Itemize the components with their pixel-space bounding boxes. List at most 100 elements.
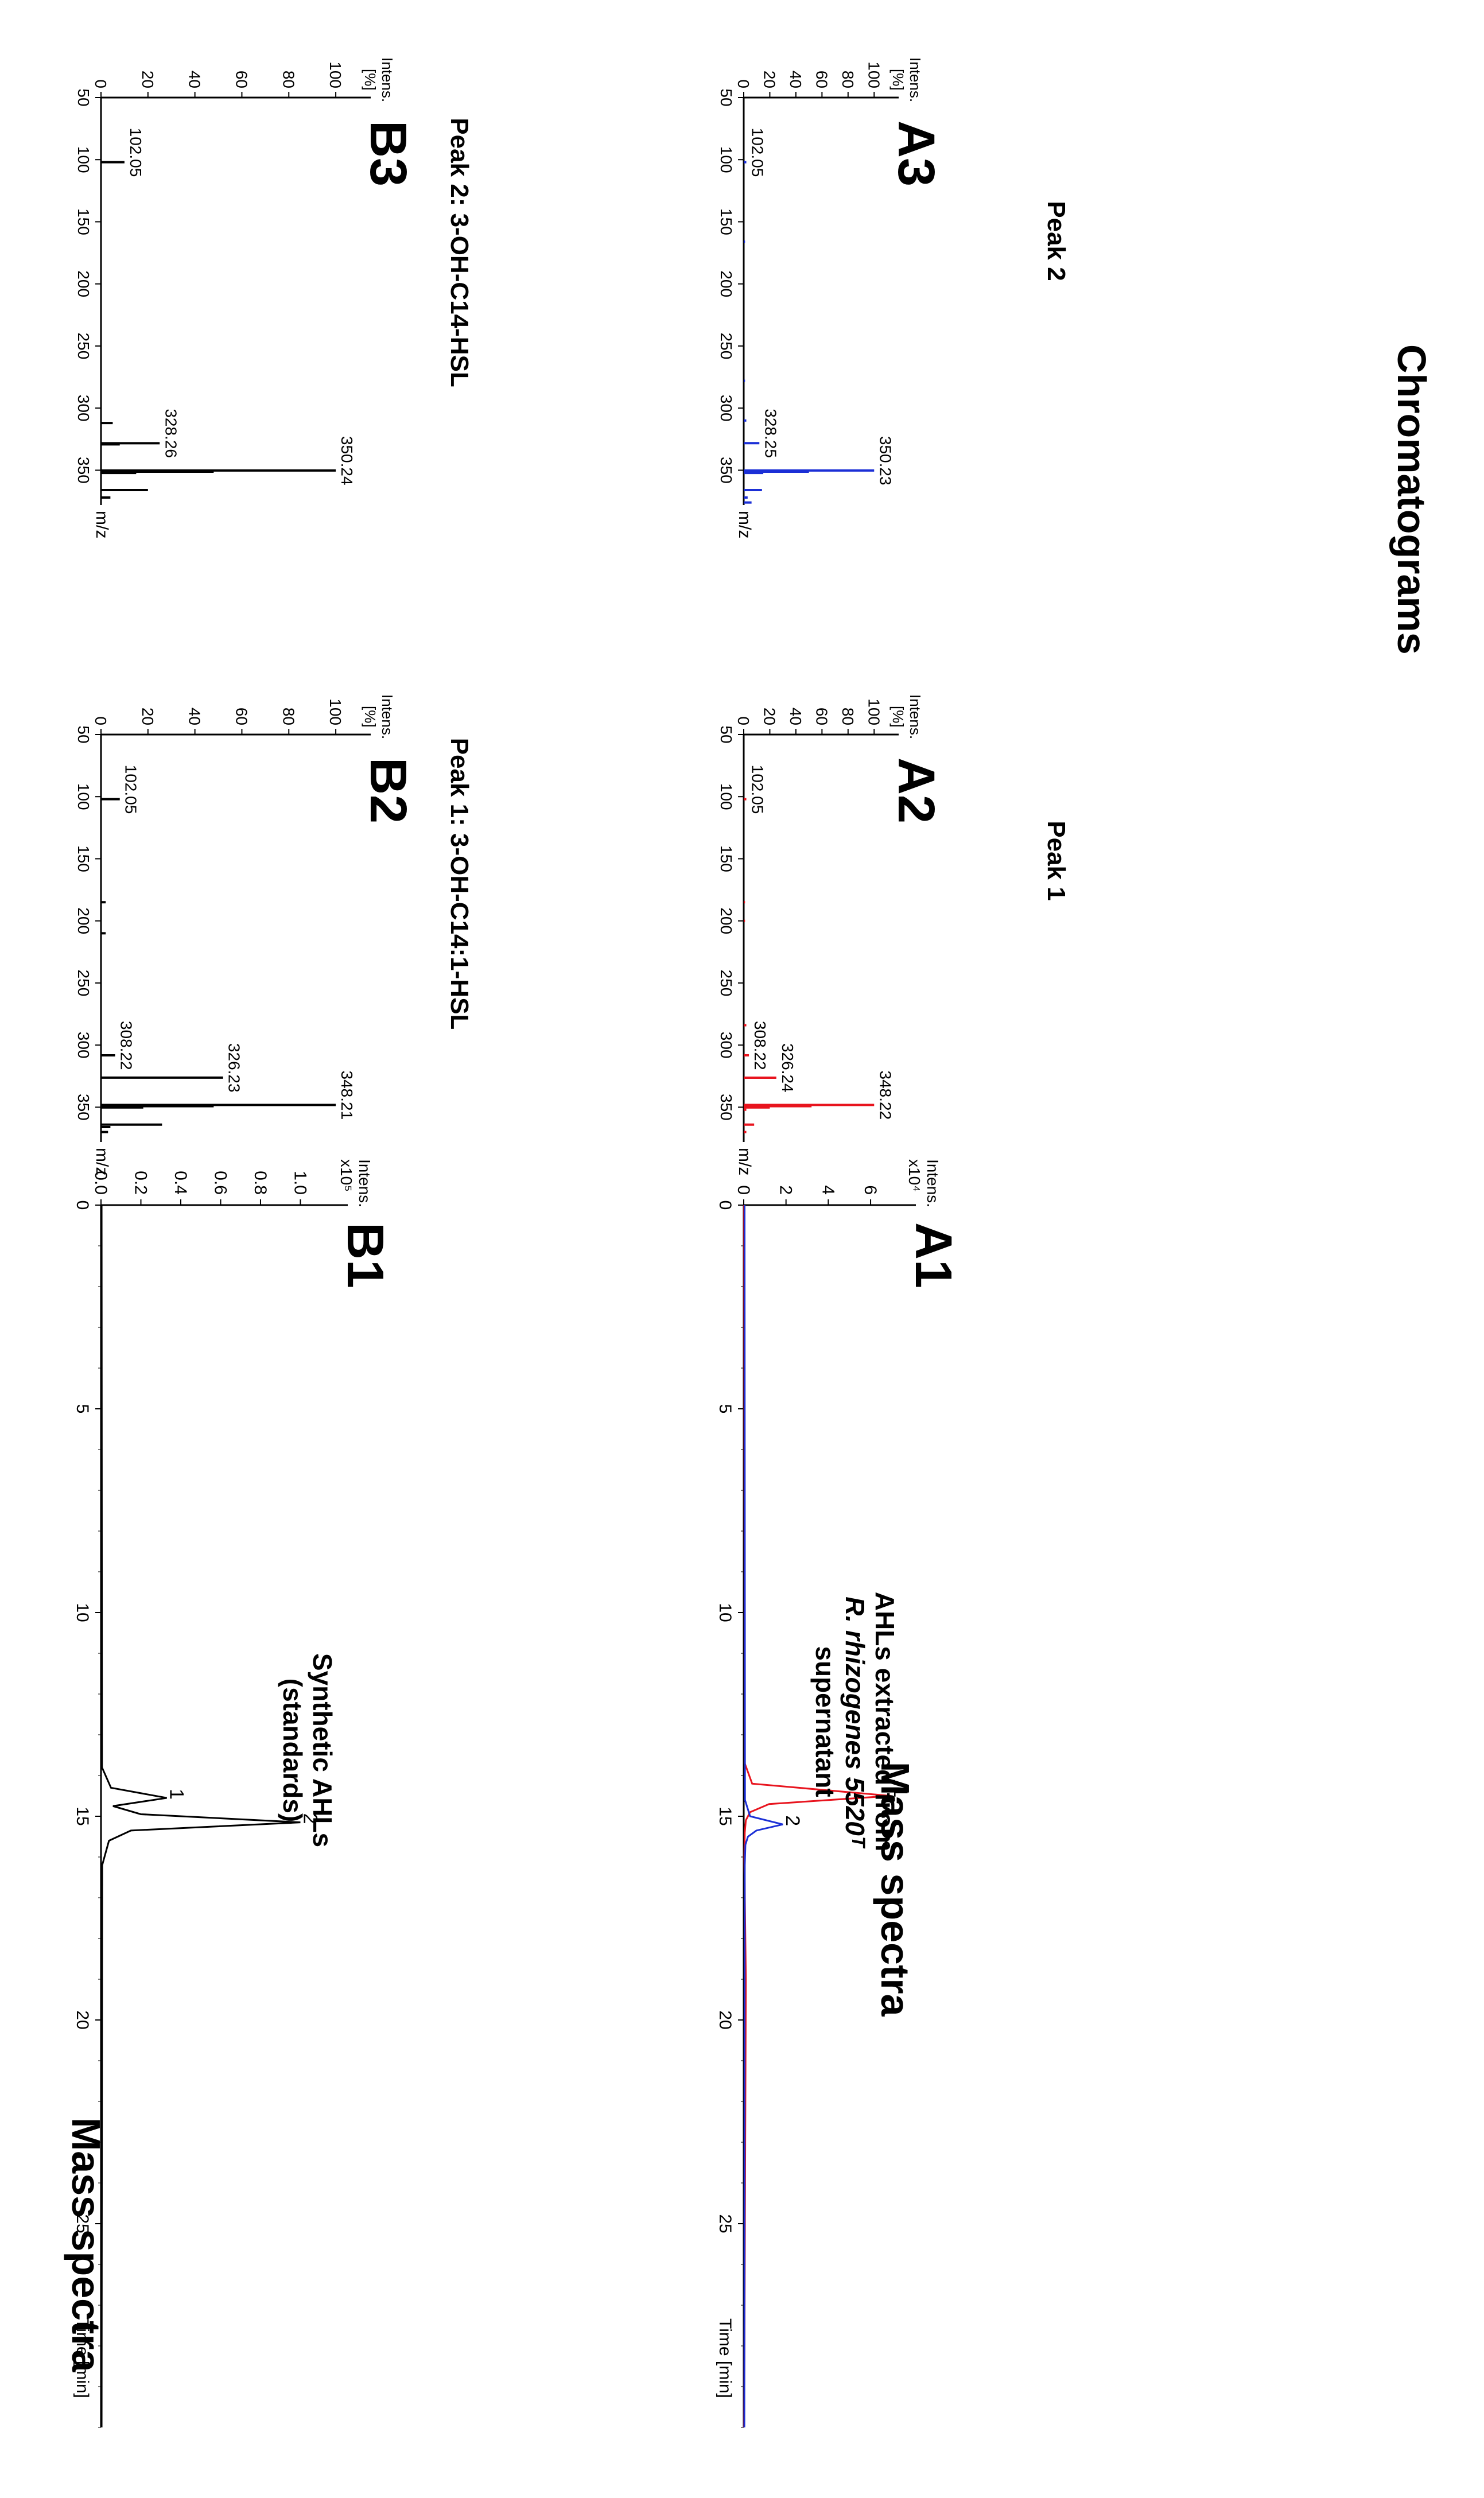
- panel-label: B3: [359, 121, 417, 187]
- x-tick-label: 300: [75, 395, 92, 422]
- x-tick-label: 200: [717, 907, 735, 934]
- peak-mz-label: 326.24: [779, 1043, 797, 1093]
- x-tick-label: 250: [75, 333, 92, 360]
- peak-mz-label: 350.24: [338, 436, 356, 485]
- x-tick-label: 50: [75, 725, 92, 743]
- x-tick-label: 150: [75, 845, 92, 872]
- y-tick-label: 0: [735, 716, 752, 725]
- y-axis-unit: [%]: [362, 706, 379, 728]
- x-tick-label: 100: [717, 146, 735, 173]
- chart-a2: 0 20 40 60 80 100 50 100 150 200 250 300 350 Intens.[…: [717, 694, 1070, 1175]
- x-tick-label: 350: [75, 1094, 92, 1121]
- y-tick-label: 80: [839, 71, 857, 88]
- annotation: Peak 2: [1042, 201, 1070, 281]
- x-tick-label: 100: [75, 146, 92, 173]
- annotation-line: Synthetic AHLs: [308, 1653, 337, 1847]
- annotation-line: R. rhizogenes 5520ᵀ: [840, 1596, 870, 1849]
- x-tick-label: 350: [717, 457, 735, 484]
- y-tick-label: 4: [818, 1185, 837, 1195]
- x-tick-label: 300: [717, 395, 735, 422]
- y-tick-label: 0.8: [251, 1171, 270, 1195]
- y-tick-label: 0.6: [211, 1171, 230, 1195]
- y-axis-title: Intens.: [907, 57, 924, 102]
- y-tick-label: 100: [865, 698, 883, 725]
- chromatogram-trace: [100, 1205, 301, 2428]
- y-tick-label: 20: [139, 71, 157, 88]
- y-axis-unit: x10⁵: [337, 1159, 355, 1192]
- peak-mz-label: 348.21: [338, 1071, 356, 1120]
- x-tick-label: 25: [73, 2214, 92, 2233]
- x-axis-title: m/z: [735, 511, 754, 538]
- x-axis-title: m/z: [92, 1148, 111, 1175]
- y-axis-title: Intens.: [379, 57, 396, 102]
- heading-mass-spectra-a: Mass spectra: [873, 1762, 918, 2017]
- x-tick-label: 300: [717, 1032, 735, 1059]
- peak-mz-label: 328.26: [162, 409, 180, 458]
- peak-mz-label: 348.22: [876, 1071, 894, 1120]
- annotation: Peak 1: 3-OH-C14:1-HSL: [445, 738, 473, 1030]
- y-tick-label: 20: [760, 708, 778, 725]
- panel-label: B2: [359, 757, 417, 823]
- y-tick-label: 60: [232, 708, 250, 725]
- x-tick-label: 10: [716, 1603, 735, 1622]
- x-tick-label: 15: [73, 1807, 92, 1825]
- x-tick-label: 200: [75, 270, 92, 297]
- y-tick-label: 60: [232, 71, 250, 88]
- y-tick-label: 20: [139, 708, 157, 725]
- x-tick-label: 0: [73, 1201, 92, 1210]
- x-tick-label: 150: [717, 208, 735, 235]
- panel-label: A2: [887, 757, 945, 823]
- peak-number-label: 1: [166, 1789, 188, 1800]
- y-tick-label: 0.0: [91, 1171, 110, 1195]
- chromatogram-trace: [743, 1205, 783, 2428]
- y-axis-unit: [%]: [889, 706, 907, 728]
- y-tick-label: 60: [813, 71, 830, 88]
- x-tick-label: 350: [717, 1094, 735, 1121]
- x-tick-label: 100: [75, 783, 92, 810]
- peak-mz-label: 102.05: [749, 765, 767, 814]
- chart-a1: 0 2 4 6 0 5 10 15 20 25 Intens.x10⁴ Time [min] 1 2 A1 A…: [716, 1159, 962, 2428]
- x-tick-label: 15: [716, 1807, 735, 1825]
- y-tick-label: 0: [734, 1185, 753, 1195]
- panel-label: A1: [904, 1222, 962, 1288]
- y-tick-label: 100: [327, 698, 344, 725]
- peak-mz-label: 350.23: [876, 436, 894, 485]
- annotation: Peak 2: 3-OH-C14-HSL: [445, 118, 473, 387]
- peak-mz-label: 326.23: [226, 1043, 243, 1093]
- y-axis-unit: [%]: [889, 69, 907, 91]
- annotation: Peak 1: [1042, 821, 1070, 900]
- y-axis-title: Intens.: [907, 694, 924, 739]
- panel-label: B1: [336, 1222, 394, 1288]
- peak-mz-label: 102.05: [749, 128, 767, 177]
- peak-mz-label: 308.22: [751, 1021, 769, 1070]
- y-axis-unit: x10⁴: [906, 1159, 923, 1192]
- x-tick-label: 50: [717, 725, 735, 743]
- x-tick-label: 100: [717, 783, 735, 810]
- x-tick-label: 150: [717, 845, 735, 872]
- y-tick-label: 100: [865, 61, 883, 88]
- panel-label: A3: [887, 121, 945, 187]
- y-tick-label: 40: [787, 71, 805, 88]
- peak-mz-label: 102.05: [127, 128, 145, 177]
- y-tick-label: 80: [279, 71, 297, 88]
- y-tick-label: 0.2: [131, 1171, 150, 1195]
- x-tick-label: 250: [75, 970, 92, 997]
- x-tick-label: 10: [73, 1603, 92, 1622]
- y-tick-label: 40: [186, 71, 204, 88]
- x-tick-label: 20: [73, 2010, 92, 2029]
- y-tick-label: 6: [861, 1185, 880, 1195]
- y-tick-label: 40: [186, 708, 204, 725]
- y-tick-label: 80: [279, 708, 297, 725]
- x-tick-label: 300: [75, 1032, 92, 1059]
- y-tick-label: 60: [813, 708, 830, 725]
- x-tick-label: 150: [75, 208, 92, 235]
- x-tick-label: 5: [73, 1404, 92, 1414]
- peak-mz-label: 102.05: [122, 765, 140, 814]
- y-tick-label: 0: [92, 716, 110, 725]
- chart-b3: 0 20 40 60 80 100 50 100 150 200 250 300 350 Intens.[…: [75, 57, 473, 538]
- x-axis-title: Time [min]: [716, 2318, 735, 2398]
- x-tick-label: 200: [717, 270, 735, 297]
- x-axis-title: m/z: [735, 1148, 754, 1175]
- x-tick-label: 350: [75, 457, 92, 484]
- y-tick-label: 0: [735, 79, 752, 88]
